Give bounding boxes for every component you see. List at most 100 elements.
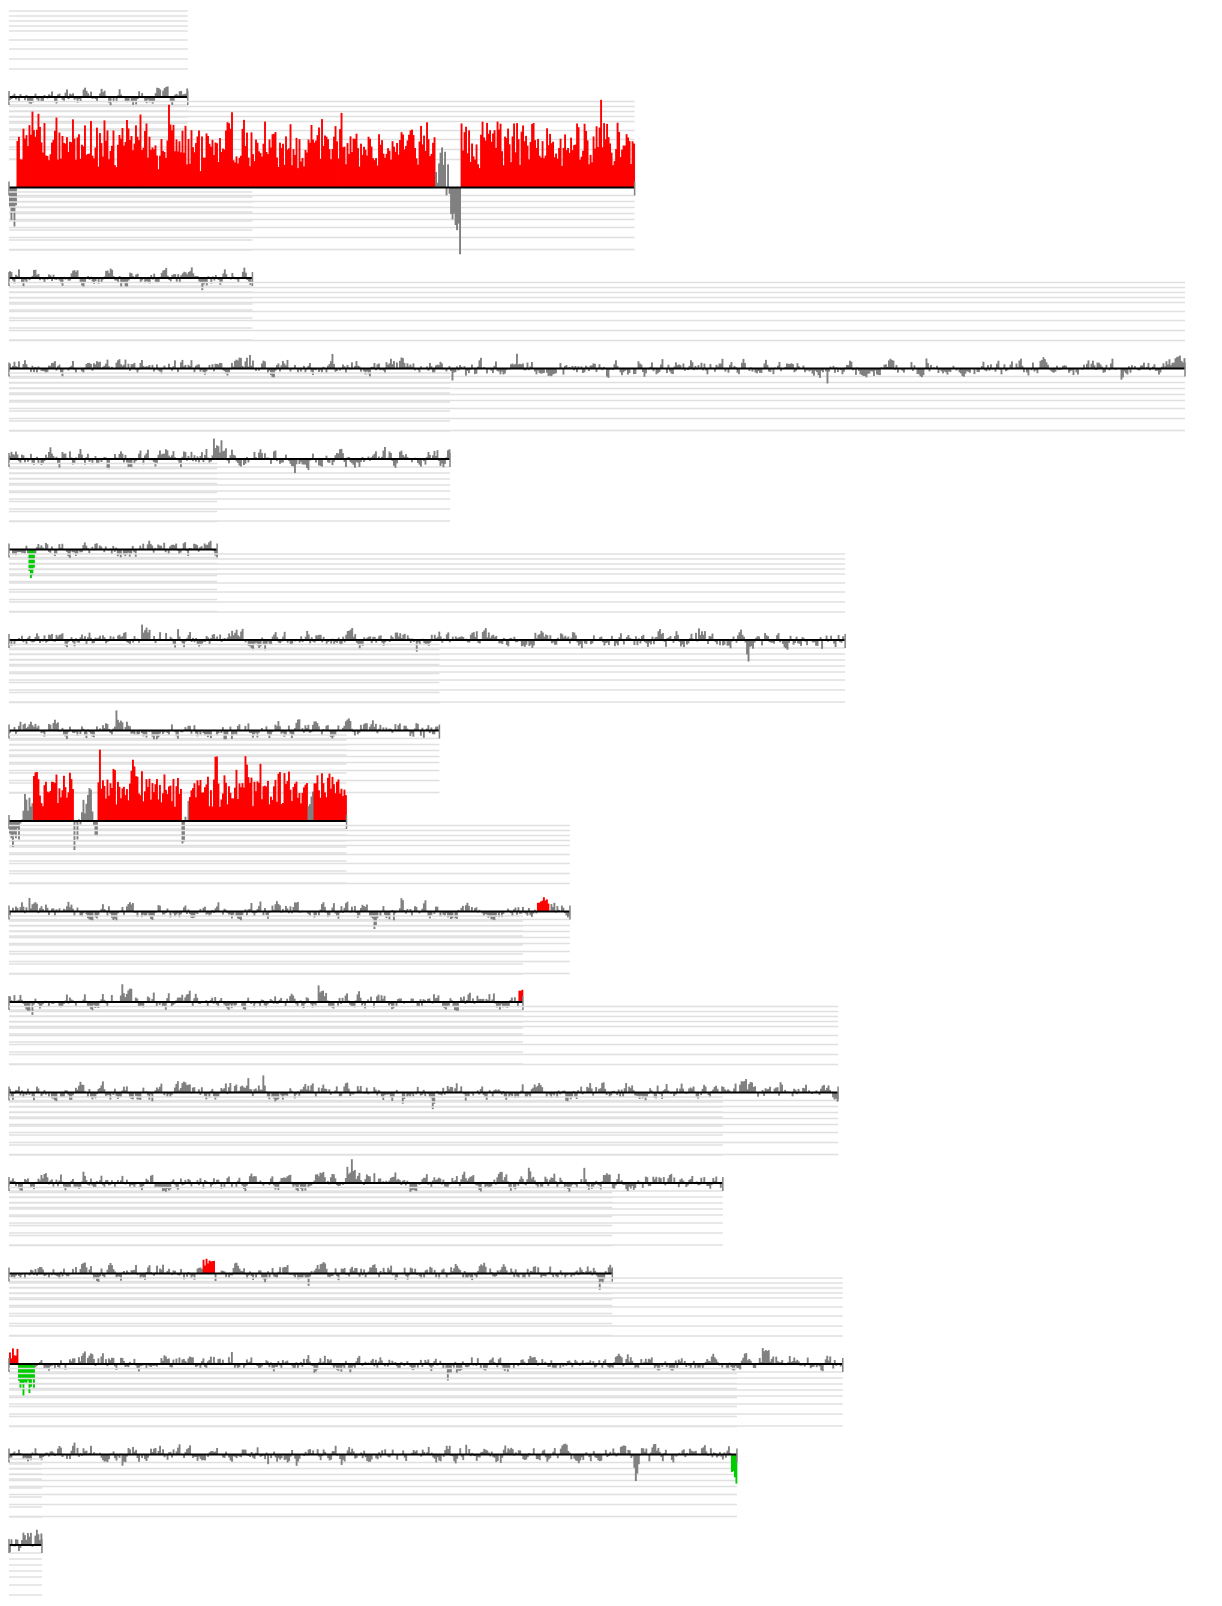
cn-bin-8-260 xyxy=(399,723,401,730)
cn-bin-7-77 xyxy=(125,632,127,640)
cn-bin-4-60 xyxy=(99,362,101,369)
cn-bin-8-272 xyxy=(417,724,419,731)
cn-bin-7-155 xyxy=(242,629,244,640)
cn-bin-11-38 xyxy=(66,995,68,1002)
cn-bin-7-457 xyxy=(695,633,697,640)
cn-bin-4-561 xyxy=(851,362,853,369)
cn-bin-5-250 xyxy=(384,447,386,459)
cn-bin-4-314 xyxy=(480,358,482,369)
cn-bin-5-199 xyxy=(308,459,310,470)
cn-bin-7-93 xyxy=(149,630,151,640)
cn-bin-4-110 xyxy=(174,360,176,368)
cn-bin-10-139 xyxy=(217,902,219,911)
cn-bin-12-147 xyxy=(229,1083,231,1093)
cn-bin-4-668 xyxy=(1011,361,1013,368)
cn-bin-3-160 xyxy=(249,278,251,285)
cn-bin-12-432 xyxy=(657,1086,659,1093)
cn-bin-11-323 xyxy=(493,994,495,1002)
cn-bin-10-298 xyxy=(456,912,458,919)
cn-bin-12-331 xyxy=(505,1093,507,1100)
cn-bin-7-449 xyxy=(683,640,685,647)
cn-bin-12-531 xyxy=(805,1085,807,1093)
cn-bin-12-67 xyxy=(109,1093,111,1100)
cn-bin-10-238 xyxy=(366,905,368,912)
cn-bin-9-116 xyxy=(183,821,185,842)
cn-bin-13-400 xyxy=(609,1175,611,1183)
cn-bin-13-95 xyxy=(151,1175,153,1183)
cn-bin-10-167 xyxy=(259,902,261,912)
cn-bin-3-45 xyxy=(77,270,79,278)
cn-bin-2-292 xyxy=(447,164,449,187)
cn-bin-5-285 xyxy=(437,450,439,459)
cn-bin-7-437 xyxy=(665,640,667,647)
cn-bin-12-151 xyxy=(235,1085,237,1093)
cn-bin-4-589 xyxy=(893,361,895,369)
cn-bin-5-224 xyxy=(345,459,347,467)
cn-bin-7-311 xyxy=(476,631,478,640)
cn-bin-4-121 xyxy=(191,360,193,368)
cn-bin-9-42 xyxy=(72,789,74,821)
cn-bin-9-114 xyxy=(180,789,182,821)
cn-bin-10-225 xyxy=(346,902,348,912)
cn-bin-13-278 xyxy=(426,1174,428,1183)
cn-bin-4-735 xyxy=(1112,359,1114,369)
cn-bin-4-679 xyxy=(1028,369,1030,376)
cn-bin-11-120 xyxy=(189,991,191,1002)
cn-bin-13-243 xyxy=(373,1173,375,1183)
cn-bin-4-42 xyxy=(72,361,74,369)
cn-bin-4-6 xyxy=(18,361,20,368)
cn-bin-11-286 xyxy=(438,995,440,1002)
cn-bin-13-455 xyxy=(691,1176,693,1183)
cn-bin-8-276 xyxy=(423,731,425,738)
cn-bin-7-463 xyxy=(704,631,706,640)
cn-bin-5-92 xyxy=(147,450,149,459)
cn-bin-12-342 xyxy=(522,1084,524,1092)
cn-bin-7-541 xyxy=(821,640,823,649)
cn-bin-5-117 xyxy=(185,452,187,459)
cn-bin-12-173 xyxy=(268,1093,270,1100)
cn-bin-8-7 xyxy=(19,722,21,731)
cn-bin-10-216 xyxy=(333,903,335,911)
cn-bin-13-441 xyxy=(670,1174,672,1183)
cn-bin-11-81 xyxy=(130,989,132,1002)
cn-bin-10-18 xyxy=(36,904,38,912)
cn-bin-1-38 xyxy=(66,89,68,97)
cn-bin-2-291 xyxy=(446,188,448,196)
cn-bin-5-87 xyxy=(140,450,142,459)
cn-bin-6-84 xyxy=(135,550,137,557)
cn-bin-7-381 xyxy=(581,640,583,648)
cn-bin-7-183 xyxy=(284,632,286,640)
cn-bin-6-134 xyxy=(210,541,212,550)
cn-bin-11-106 xyxy=(168,993,170,1002)
cn-bin-12-515 xyxy=(781,1085,783,1093)
cn-bin-5-144 xyxy=(225,448,227,459)
cn-bin-10-192 xyxy=(297,902,299,912)
cn-bin-4-30 xyxy=(54,361,56,368)
cn-bin-10-363 xyxy=(553,903,555,912)
cn-bin-10-161 xyxy=(250,903,252,912)
cn-bin-1-100 xyxy=(159,89,161,97)
cn-bin-5-128 xyxy=(201,452,203,459)
cn-bin-11-96 xyxy=(153,993,155,1002)
cn-bin-7-120 xyxy=(189,632,191,640)
cn-bin-10-82 xyxy=(132,903,134,911)
cn-bin-3-131 xyxy=(206,278,208,285)
cn-bin-11-68 xyxy=(111,995,113,1002)
cn-bin-7-104 xyxy=(165,633,167,640)
cn-bin-4-475 xyxy=(722,359,724,369)
cn-bin-5-208 xyxy=(321,459,323,467)
cn-bin-5-121 xyxy=(191,452,193,459)
cn-bin-5-274 xyxy=(420,459,422,467)
cn-bin-1-105 xyxy=(167,86,169,97)
cn-bin-4-256 xyxy=(393,361,395,368)
cn-bin-12-101 xyxy=(160,1084,162,1093)
cn-bin-13-386 xyxy=(588,1183,590,1190)
cn-bin-5-244 xyxy=(375,451,377,459)
cn-bin-10-277 xyxy=(424,900,426,911)
cn-bin-12-298 xyxy=(456,1083,458,1092)
cn-bin-12-179 xyxy=(277,1093,279,1100)
cn-bin-7-512 xyxy=(778,633,780,640)
cn-bin-8-32 xyxy=(57,722,59,730)
cn-bin-2-290 xyxy=(444,152,446,188)
